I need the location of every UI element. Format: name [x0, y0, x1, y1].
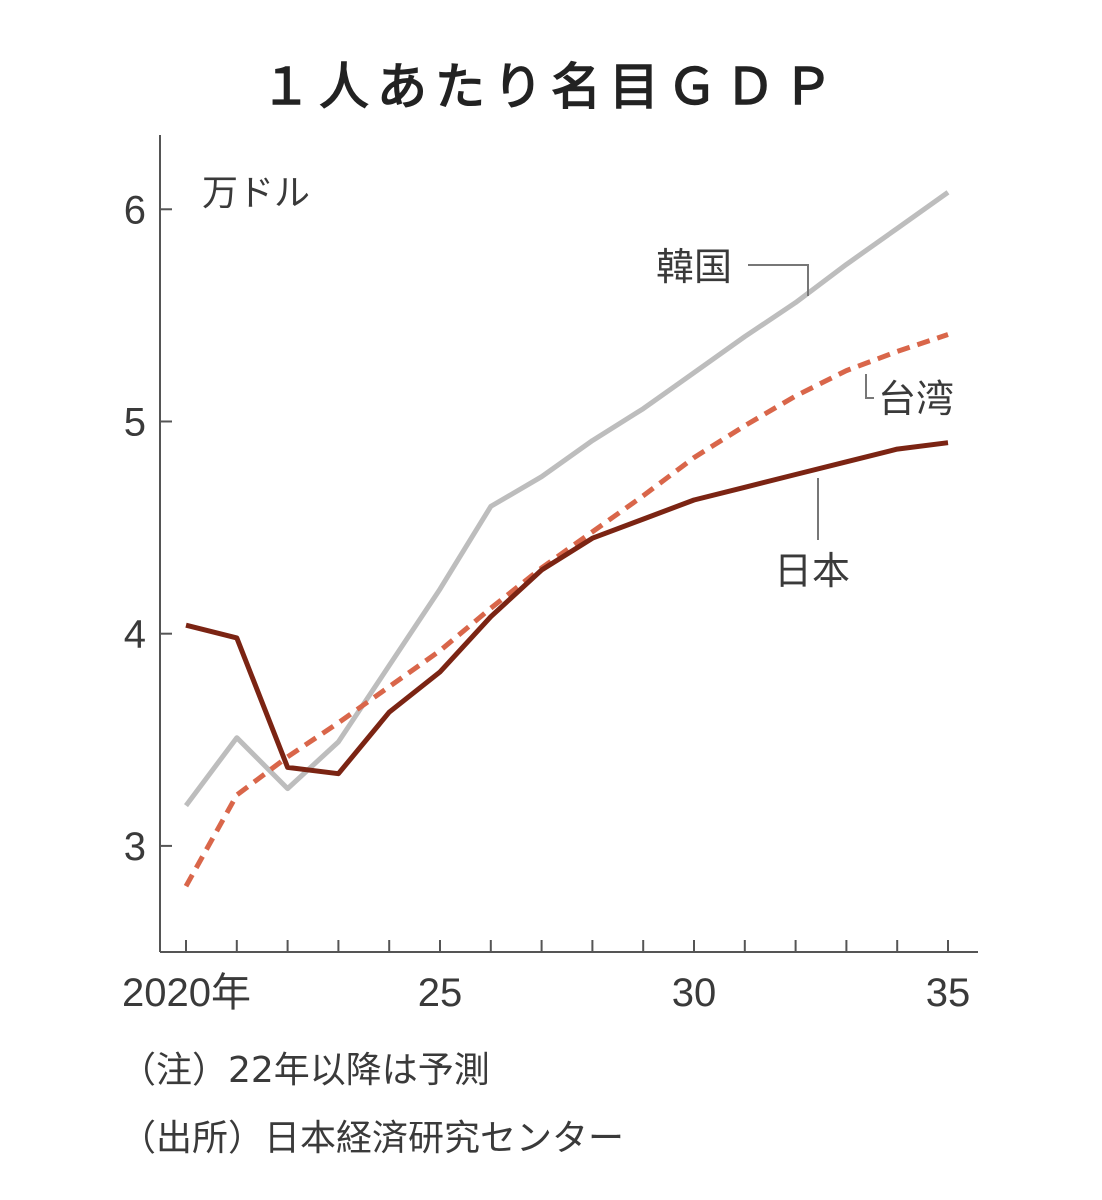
note-source: （出所）日本経済研究センター [120, 1118, 624, 1159]
y-tick-label: 6 [124, 188, 146, 232]
series-line-1 [183, 332, 949, 888]
label-leader-0 [748, 264, 809, 296]
label-leader-1 [865, 374, 874, 399]
series-lines [183, 190, 950, 888]
series-label-0: 韓国 [656, 245, 732, 289]
chart-title: １人あたり名目ＧＤＰ [261, 58, 841, 116]
y-tick-label: 4 [124, 613, 146, 657]
series-line-2 [185, 440, 949, 777]
y-unit-label: 万ドル [202, 173, 310, 214]
series-line-0 [183, 190, 950, 808]
series-label-1: 台湾 [878, 377, 954, 421]
x-tick-label: 30 [672, 971, 717, 1015]
x-tick-label: 35 [926, 971, 971, 1015]
series-label-2: 日本 [774, 549, 850, 593]
note-forecast: （注）22年以降は予測 [120, 1050, 490, 1091]
y-tick-label: 3 [124, 825, 146, 869]
x-tick-label: 25 [418, 971, 463, 1015]
x-tick-label: 2020年 [122, 971, 251, 1015]
ticks: 3 4 5 6 2020年 25 30 35 [122, 188, 970, 1015]
y-tick-label: 5 [124, 400, 146, 444]
